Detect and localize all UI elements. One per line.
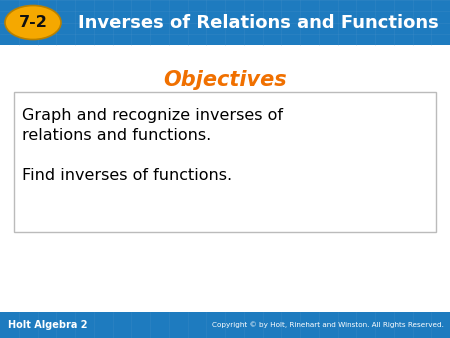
Ellipse shape	[5, 5, 61, 40]
Text: Find inverses of functions.: Find inverses of functions.	[22, 168, 232, 183]
Text: Holt Algebra 2: Holt Algebra 2	[8, 320, 87, 330]
Bar	[0, 312, 450, 338]
Text: Copyright © by Holt, Rinehart and Winston. All Rights Reserved.: Copyright © by Holt, Rinehart and Winsto…	[212, 322, 444, 328]
Bar	[14, 92, 436, 232]
Text: Inverses of Relations and Functions: Inverses of Relations and Functions	[77, 14, 438, 31]
Text: 7-2: 7-2	[18, 15, 47, 30]
Text: Graph and recognize inverses of
relations and functions.: Graph and recognize inverses of relation…	[22, 108, 283, 143]
Text: Objectives: Objectives	[163, 70, 287, 90]
Bar	[0, 0, 450, 45]
